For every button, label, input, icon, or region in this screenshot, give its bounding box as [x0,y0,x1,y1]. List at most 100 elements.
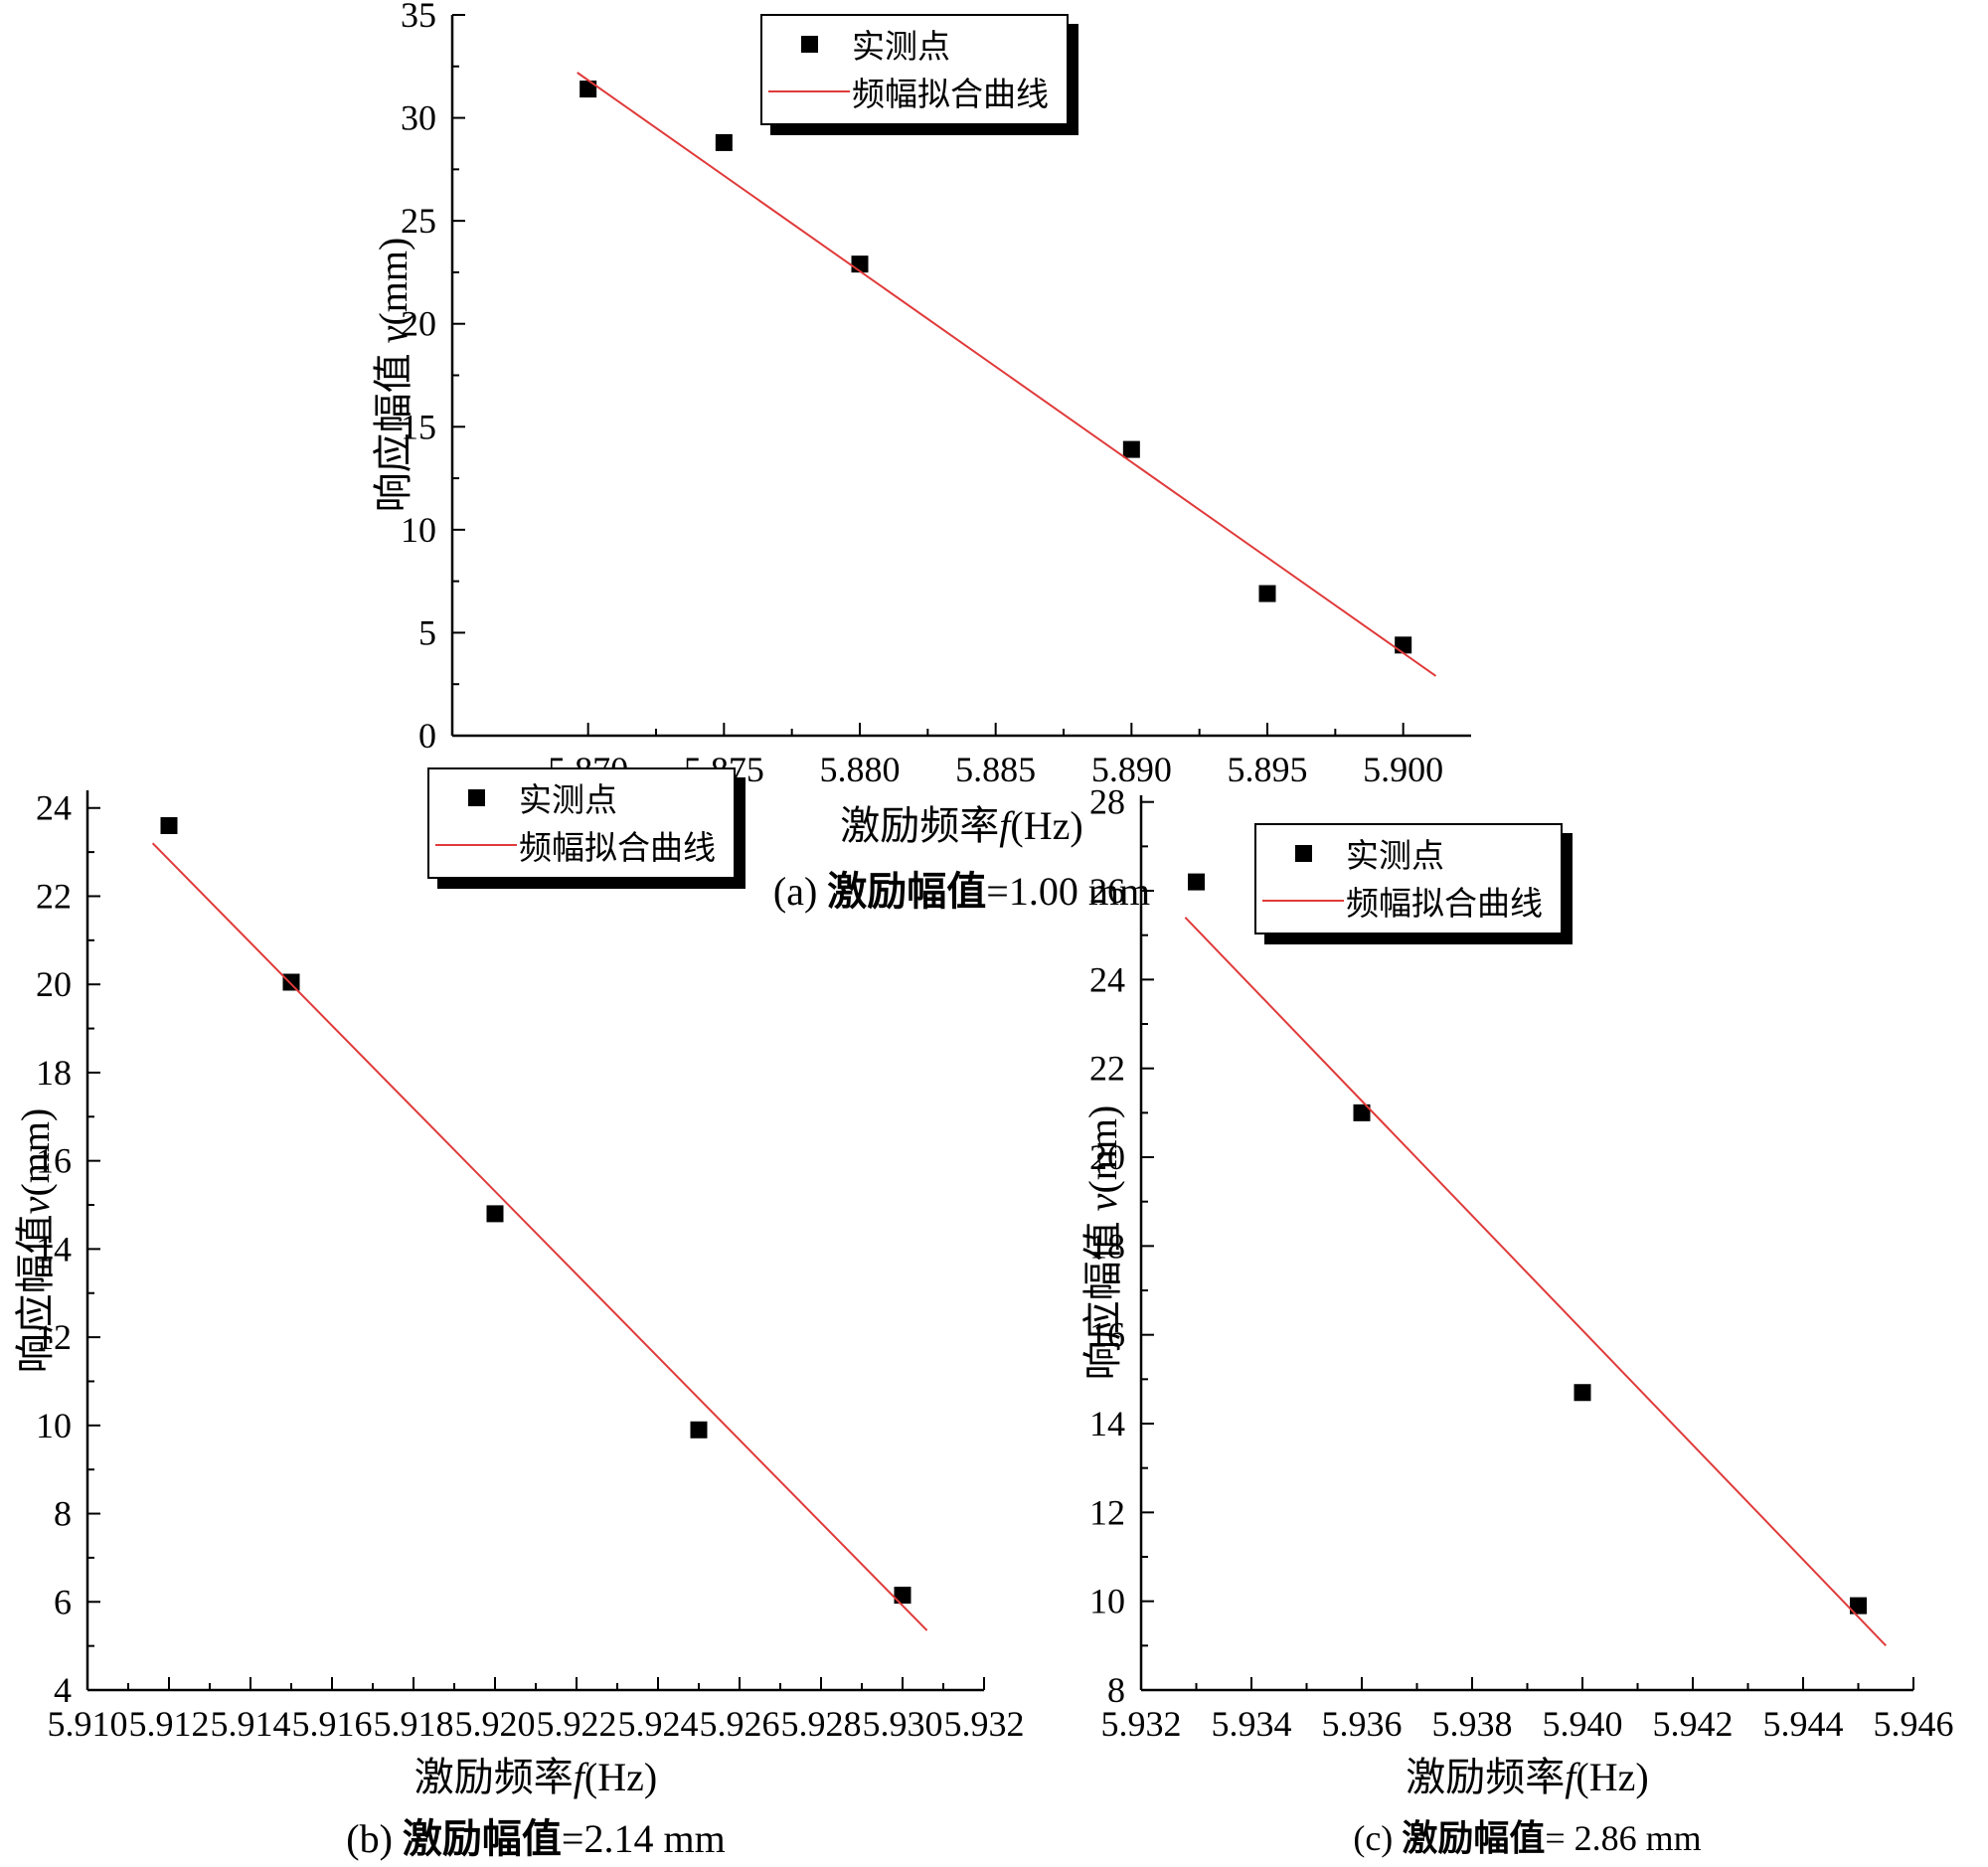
y-tick-label: 22 [1089,1049,1125,1089]
y-axis-title-text: 响应幅值 [371,343,415,513]
y-tick-label: 20 [401,304,436,344]
x-tick-label: 5.914 [211,1704,291,1744]
legend-row-line: 频幅拟合曲线 [1260,877,1543,925]
chart-b-y-axis-title: 响应幅值v(mm) [3,1108,61,1374]
y-tick-label: 28 [1089,782,1125,822]
data-point-marker [486,1205,504,1223]
y-tick-label: 26 [1089,871,1125,911]
y-tick-label: 14 [36,1229,72,1269]
x-axis-title-text: 激励频率 [840,803,1000,848]
x-tick-label: 5.934 [1212,1704,1292,1744]
chart-a-legend: 实测点 频幅拟合曲线 [760,14,1069,125]
y-tick-label: 4 [54,1670,72,1710]
caption-index: (b) [346,1816,393,1861]
fit-line [577,72,1437,677]
data-point-marker [690,1421,708,1439]
legend-points-label: 实测点 [1346,839,1444,875]
legend-row-line: 频幅拟合曲线 [766,68,1049,115]
y-tick-label: 18 [1089,1226,1125,1266]
x-axis-title-text: 激励频率 [414,1755,574,1799]
y-tick-label: 24 [1089,959,1125,999]
y-tick-label: 18 [36,1053,72,1093]
data-point-marker [1258,585,1276,602]
caption-name: 激励幅值 [1402,1817,1546,1858]
x-tick-label: 5.946 [1874,1704,1954,1744]
caption-value: =2.14 mm [561,1816,726,1861]
data-point-marker [1353,1103,1371,1121]
caption-value: =1.00 mm [986,869,1151,914]
legend-sample-cell [433,788,519,806]
x-tick-label: 5.920 [455,1704,536,1744]
chart-b-plot-area: 5.910 5.912 5.914 5.916 5.918 5.920 5.922 5.924… [36,788,1025,1744]
x-axis-title-text: 激励频率 [1406,1755,1566,1799]
x-axis-variable: f [1565,1755,1576,1799]
y-tick-label: 16 [36,1141,72,1181]
x-tick-label: 5.924 [618,1704,699,1744]
y-axis-unit: (mm) [1080,1104,1125,1194]
legend-row-points: 实测点 [766,20,1049,68]
caption-index: (c) [1353,1818,1394,1858]
y-tick-label: 12 [1089,1492,1125,1532]
x-tick-label: 5.932 [944,1704,1025,1744]
chart-c-x-axis-title: 激励频率f(Hz) [1141,1745,1913,1802]
y-tick-label: 10 [36,1406,72,1445]
y-tick-label: 15 [401,407,436,446]
caption-name: 激励幅值 [827,870,987,914]
data-point-marker [282,973,300,991]
x-tick-label: 5.895 [1228,750,1308,789]
legend-row-points: 实测点 [1260,829,1543,877]
x-tick-label: 5.936 [1322,1704,1403,1744]
data-point-marker [160,816,178,834]
y-tick-label: 35 [401,0,436,35]
y-tick-label: 8 [1107,1670,1125,1710]
scatter-marker-icon [467,788,485,806]
data-point-marker [1574,1384,1591,1402]
x-tick-label: 5.900 [1363,750,1443,789]
y-tick-label: 5 [418,612,436,652]
x-tick-label: 5.928 [781,1704,862,1744]
scatter-marker-icon [800,35,818,53]
fit-line [151,842,928,1631]
legend-sample-cell [433,844,519,846]
x-tick-label: 5.944 [1763,1704,1844,1744]
chart-b-legend: 实测点 频幅拟合曲线 [427,767,736,879]
y-axis-variable: v [371,325,415,344]
legend-row-points: 实测点 [433,773,716,821]
y-tick-label: 10 [1089,1582,1125,1621]
data-point-marker [894,1587,911,1605]
y-tick-label: 16 [1089,1315,1125,1355]
y-tick-label: 24 [36,788,72,828]
x-tick-label: 5.940 [1543,1704,1623,1744]
chart-a-plot-area: 5.8705.8755.8805.8855.8905.8955.90005101… [401,0,1471,789]
legend-points-label: 实测点 [519,783,617,819]
chart-c: 5.932 5.934 5.936 5.938 5.940 5.942 5.944 5.946… [1074,751,1988,1867]
y-tick-label: 6 [54,1582,72,1621]
legend-line-label: 频幅拟合曲线 [852,78,1049,113]
data-point-marker [1188,873,1205,891]
legend-sample-cell [1260,844,1346,862]
x-tick-label: 5.942 [1653,1704,1734,1744]
x-tick-label: 5.885 [955,750,1036,789]
chart-a-y-axis-title: 响应幅值 v(mm) [361,238,418,513]
legend-sample-cell [766,35,852,53]
x-tick-label: 5.926 [700,1704,780,1744]
data-point-marker [1122,440,1140,458]
y-tick-label: 30 [401,98,436,138]
y-tick-label: 22 [36,876,72,916]
chart-b-x-axis-title: 激励频率f(Hz) [87,1745,984,1802]
data-point-marker [1395,636,1412,654]
chart-a-x-axis-title: 激励频率f(Hz) [452,793,1471,851]
x-axis-variable: f [573,1755,584,1799]
x-axis-variable: f [999,803,1011,848]
chart-c-caption: (c) 激励幅值= 2.86 mm [1141,1809,1913,1861]
y-tick-label: 20 [1089,1137,1125,1177]
y-axis-unit: (mm) [371,237,415,326]
caption-value: = 2.86 mm [1545,1818,1702,1858]
y-tick-label: 10 [401,510,436,550]
x-tick-label: 5.890 [1091,750,1172,789]
scatter-marker-icon [1294,844,1312,862]
chart-a-caption: (a) 激励幅值=1.00 mm [452,859,1471,917]
x-tick-label: 5.922 [537,1704,617,1744]
y-tick-label: 12 [36,1317,72,1357]
